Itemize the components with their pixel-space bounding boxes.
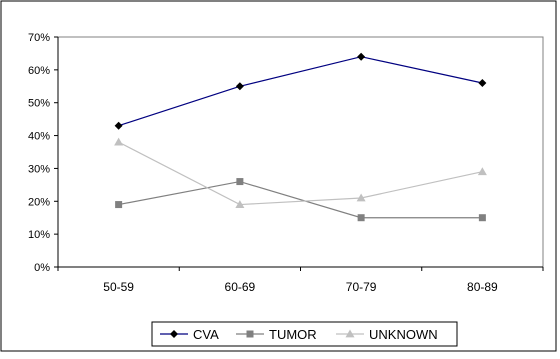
- series-unknown: [114, 137, 487, 208]
- x-tick-label: 50-59: [103, 280, 134, 294]
- series-line-unknown: [118, 141, 483, 206]
- legend-marker-cva: [170, 330, 178, 338]
- data-point-tumor: [115, 201, 123, 209]
- data-point-tumor: [357, 214, 365, 222]
- data-point-cva: [114, 121, 123, 130]
- legend-marker-unknown: [345, 329, 355, 338]
- y-tick-label: 60%: [28, 65, 50, 77]
- data-point-unknown: [235, 200, 245, 208]
- legend: CVA TUMOR UNKNOWN: [151, 321, 458, 347]
- x-tick-label: 70-79: [346, 280, 377, 294]
- y-axis: 0% 10% 20% 30% 40% 50% 60% 70%: [28, 32, 59, 274]
- series-line-tumor: [118, 180, 483, 219]
- y-tick-label: 30%: [28, 163, 50, 175]
- x-axis: 50-59 60-69 70-79 80-89: [57, 266, 544, 294]
- data-point-cva: [357, 52, 366, 61]
- y-tick-label: 50%: [28, 98, 50, 110]
- x-tick-label: 80-89: [467, 280, 498, 294]
- series-layer: [114, 52, 487, 222]
- data-point-unknown: [477, 167, 487, 176]
- series-tumor: [115, 178, 486, 222]
- x-tick-label: 60-69: [225, 280, 256, 294]
- y-tick-label: 40%: [28, 131, 50, 143]
- legend-label-tumor: TUMOR: [269, 327, 317, 342]
- data-point-cva: [478, 79, 487, 87]
- y-tick-label: 0%: [34, 262, 50, 274]
- legend-label-cva: CVA: [193, 327, 219, 342]
- legend-marker-tumor: [246, 330, 254, 338]
- series-cva: [114, 52, 487, 130]
- y-tick-label: 10%: [28, 229, 50, 241]
- legend-label-unknown: UNKNOWN: [369, 327, 438, 342]
- series-line-cva: [118, 56, 483, 127]
- data-point-tumor: [478, 214, 486, 222]
- legend-box: [151, 321, 458, 347]
- data-point-cva: [235, 82, 244, 91]
- y-tick-label: 20%: [28, 196, 50, 208]
- data-point-unknown: [356, 193, 366, 202]
- data-point-tumor: [236, 178, 244, 186]
- y-tick-label: 70%: [28, 32, 50, 44]
- data-point-unknown: [114, 137, 124, 146]
